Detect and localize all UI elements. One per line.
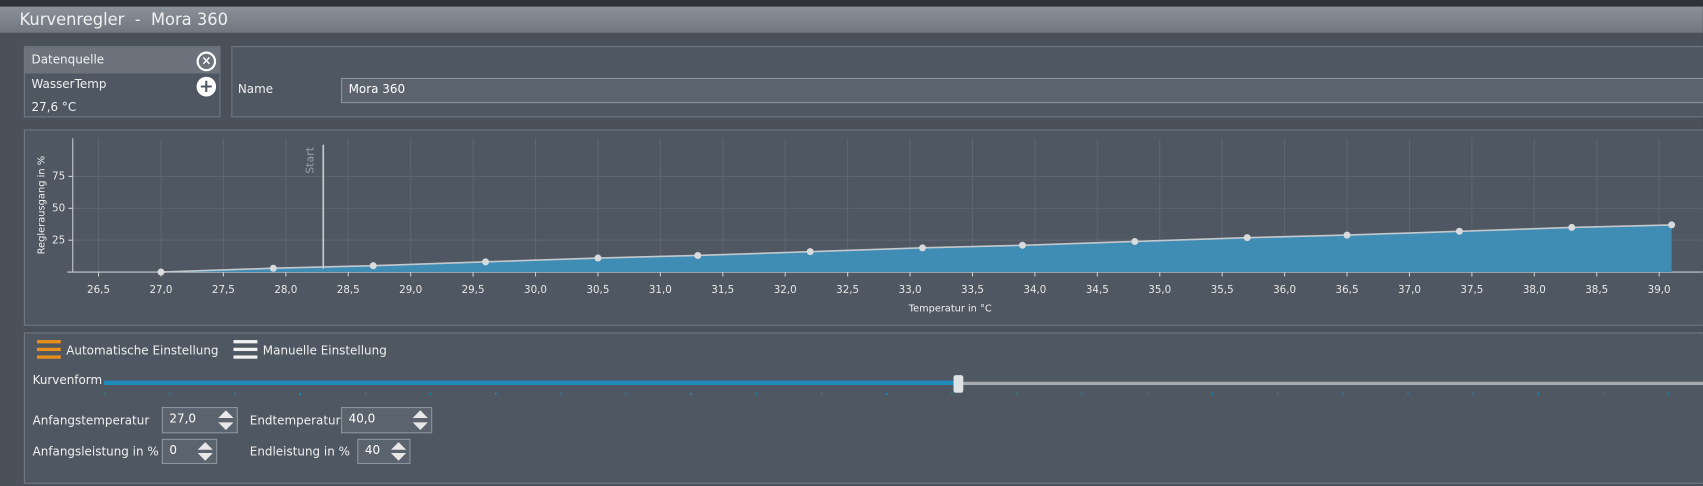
field-label: Endleistung in % [249,444,350,459]
name-panel: Name Mora 360 [231,46,1703,118]
point [157,268,165,276]
x-tick-label: 33,0 [899,284,922,296]
window-title: Kurvenregler - Mora 360 [19,9,228,30]
field-value: 27,0 [169,411,197,426]
slider-fill [104,380,958,386]
field-label: Anfangstemperatur [32,413,150,428]
title-bar: Kurvenregler - Mora 360 [0,6,1703,33]
x-tick-label: 38,0 [1523,284,1546,296]
point [369,262,377,270]
point [269,264,277,272]
point [1455,227,1463,235]
field-input[interactable]: 40 [357,438,411,465]
curve-shape-label: Kurvenform [32,372,103,388]
x-tick-label: 31,0 [649,284,672,296]
x-tick-label: 29,0 [399,284,422,296]
point [1568,223,1576,231]
y-tick-label: 75 [52,171,65,183]
slider-ticks [104,392,1703,395]
x-tick-label: 30,0 [524,284,547,296]
data-source-header [24,47,220,74]
sensor-name: WasserTemp [31,76,107,92]
point [919,244,927,252]
slider-thumb[interactable] [953,375,964,393]
x-tick-label: 32,5 [836,284,859,296]
x-tick-label: 28,5 [337,284,360,296]
point [1131,237,1139,245]
field-label: Anfangsleistung in % [32,444,159,459]
x-tick-label: 32,0 [774,284,797,296]
x-axis-label: Temperatur in °C [908,304,992,315]
name-label: Name [237,82,274,97]
x-tick-label: 27,5 [212,284,235,296]
x-tick-label: 36,0 [1273,284,1296,296]
remove-button[interactable]: × [196,51,217,72]
field-value: 40 [364,443,381,458]
sensor-reading: 27,6 °C [31,99,77,115]
x-tick-label: 31,5 [711,284,734,296]
x-tick-label: 27,0 [149,284,172,296]
x-tick-label: 30,5 [586,284,609,296]
point [1243,234,1251,242]
field-label: Endtemperatur [249,413,341,428]
x-tick-label: 29,5 [462,284,485,296]
name-input[interactable]: Mora 360 [341,77,1703,104]
chart: 26,5 27,0 27,5 28,0 28,5 29,0 29,5 30,0 30,5 31,0… [37,138,1703,315]
x-tick-label: 35,0 [1148,284,1171,296]
data-source-panel: Datenquelle × WasserTemp + 27,6 °C [23,46,221,118]
auto-icon[interactable] [36,340,61,359]
x-tick-label: 37,5 [1460,284,1483,296]
x-tick-label: 34,5 [1086,284,1109,296]
point [1343,231,1351,239]
point [806,248,814,256]
x-tick-label: 35,5 [1211,284,1234,296]
mode-manual[interactable]: Manuelle Einstellung [262,343,387,358]
x-tick-label: 26,5 [87,284,110,296]
x-tick-label: 33,5 [961,284,984,296]
field-value: 40,0 [348,411,376,426]
controls-panel: Automatische Einstellung Manuelle Einste… [23,332,1703,484]
manual-icon[interactable] [233,340,258,359]
data-source-header-text: Datenquelle [31,52,105,67]
point [694,251,702,259]
x-tick-label: 36,5 [1336,284,1359,296]
start-label: Start [304,146,317,174]
add-button[interactable]: + [196,76,217,97]
field-input[interactable]: 40,0 [341,406,433,434]
field-input[interactable]: 0 [161,438,218,465]
x-tick-label: 34,0 [1023,284,1046,296]
y-tick-label: 50 [52,203,65,215]
field-value: 0 [169,443,178,458]
x-tick-label: 38,5 [1585,284,1608,296]
point [1018,241,1026,249]
x-tick-label: 39,0 [1648,284,1671,296]
field-input[interactable]: 27,0 [161,406,238,434]
x-tick-label: 37,0 [1398,284,1421,296]
x-tick-label: 28,0 [274,284,297,296]
chart-panel [23,129,1703,326]
mode-auto[interactable]: Automatische Einstellung [66,343,219,358]
point [1668,221,1676,229]
y-axis-label: Reglerausgang in % [37,156,48,254]
point [594,254,602,262]
slider-track [957,381,1703,386]
point [482,258,490,266]
y-tick-label: 25 [52,234,65,246]
